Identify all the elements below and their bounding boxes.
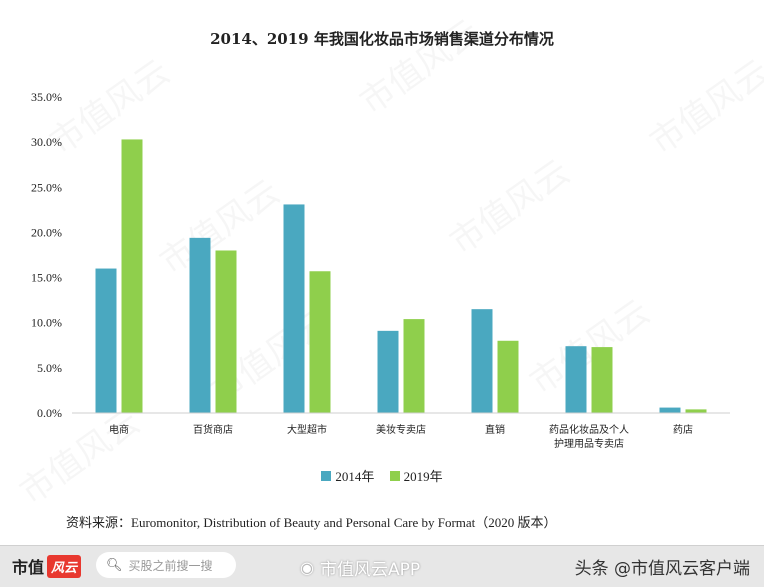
legend-swatch: [389, 470, 400, 481]
bar-2014: [659, 407, 681, 413]
site-logo[interactable]: 市值 风云: [12, 554, 82, 578]
x-category-label: 直销: [485, 423, 505, 436]
weibo-text: 市值风云APP: [319, 560, 421, 580]
bar-2014: [283, 204, 305, 413]
legend-swatch: [321, 470, 332, 481]
y-tick-label: 10.0%: [31, 316, 62, 330]
footer-bar: 市值 风云 🔍︎ 买股之前搜一搜 ◉ 市值风云APP 头条 @市值风云客户端: [0, 545, 764, 587]
search-placeholder: 买股之前搜一搜: [128, 558, 213, 573]
legend-item-2014: 2014年: [321, 466, 374, 485]
logo-text: 市值: [12, 558, 45, 577]
x-category-label: 护理用品专卖店: [554, 437, 624, 450]
y-tick-label: 25.0%: [31, 180, 62, 194]
bar-2014: [471, 309, 493, 413]
search-box[interactable]: 🔍︎ 买股之前搜一搜: [96, 552, 236, 578]
bar-2014: [377, 330, 399, 413]
chart-title: 2014、2019 年我国化妆品市场销售渠道分布情况: [210, 30, 554, 48]
bar-2019: [215, 250, 237, 413]
x-category-label: 药品化妆品及个人: [549, 423, 629, 436]
source-note: 资料来源：Euromonitor, Distribution of Beauty…: [66, 515, 557, 530]
chart-card: 市值风云 市值风云 市值风云 市值风云 市值风云 市值风云 市值风云 市值风云 …: [0, 0, 764, 545]
x-category-label: 大型超市: [287, 423, 327, 436]
bar-2019: [403, 319, 425, 413]
y-tick-label: 15.0%: [31, 271, 62, 285]
x-category-label: 药店: [673, 423, 693, 436]
y-tick-label: 20.0%: [31, 225, 62, 239]
bar-2014: [565, 346, 587, 413]
y-tick-label: 35.0%: [31, 90, 62, 104]
bar-2014: [189, 237, 211, 413]
bar-2019: [591, 347, 613, 413]
bar-2019: [121, 139, 143, 414]
logo-badge: 风云: [47, 554, 82, 578]
weibo-icon: ◉: [300, 558, 314, 577]
search-icon: 🔍︎: [106, 557, 123, 573]
bar-2014: [95, 268, 117, 413]
bar-chart: 0.0% 5.0% 10.0% 15.0% 20.0% 25.0% 30.0% 35.0% 电…: [31, 90, 730, 450]
y-tick-label: 30.0%: [31, 135, 62, 149]
x-category-label: 美妆专卖店: [376, 423, 426, 436]
y-tick-label: 5.0%: [37, 361, 62, 375]
x-category-label: 电商: [109, 423, 129, 436]
legend-item-2019: 2019年: [389, 466, 443, 485]
bar-2019: [685, 409, 707, 413]
legend: 2014年 2019年: [0, 466, 764, 485]
weibo-handle[interactable]: ◉ 市值风云APP: [300, 555, 420, 580]
bar-2019: [309, 271, 331, 413]
bar-2019: [497, 340, 519, 413]
toutiao-handle[interactable]: 头条 @市值风云客户端: [574, 559, 750, 579]
legend-label: 2014年: [335, 469, 375, 484]
legend-label: 2019年: [403, 469, 443, 484]
x-category-label: 百货商店: [193, 423, 233, 436]
y-tick-label: 0.0%: [37, 406, 62, 420]
